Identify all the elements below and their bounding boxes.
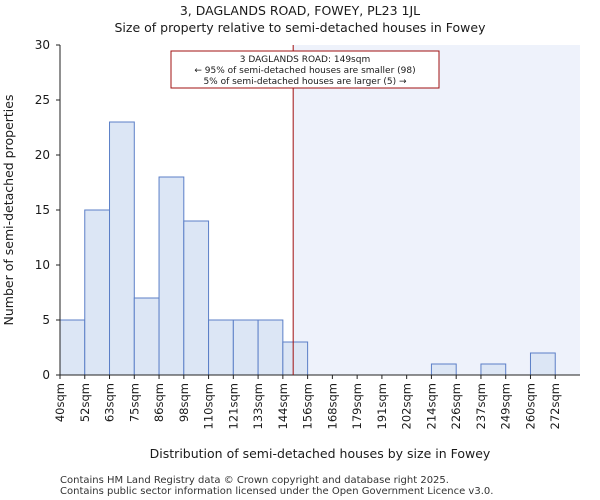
x-tick-label: 168sqm (325, 383, 339, 429)
y-tick-label: 10 (35, 258, 50, 272)
plot-area: 0 5 10 15 20 25 30 40sqm 52sqm 63sqm 75sqm 86sqm 98s… (35, 38, 580, 429)
bar-133sqm (257, 319, 284, 376)
x-tick-label: 191sqm (375, 383, 389, 429)
y-tick-label: 30 (35, 38, 50, 52)
x-tick-label: 249sqm (499, 383, 513, 429)
x-tick-label: 133sqm (251, 383, 265, 429)
x-axis-label: Distribution of semi-detached houses by … (150, 446, 491, 461)
larger-region-shade (293, 45, 580, 375)
annotation-line-3: 5% of semi-detached houses are larger (5… (203, 77, 407, 87)
bar-98sqm (183, 220, 210, 376)
y-tick-label: 25 (35, 93, 50, 107)
bar-214sqm (430, 363, 457, 376)
y-axis-label: Number of semi-detached properties (1, 95, 16, 326)
chart-title: 3, DAGLANDS ROAD, FOWEY, PL23 1JL (180, 3, 420, 18)
x-tick-label: 272sqm (548, 383, 562, 429)
bar-260sqm (529, 352, 556, 376)
footer-line-2: Contains public sector information licen… (60, 486, 493, 497)
x-tick-label: 202sqm (400, 383, 414, 429)
chart-subtitle: Size of property relative to semi-detach… (115, 20, 487, 35)
y-tick-label: 0 (42, 368, 50, 382)
y-tick-label: 15 (35, 203, 50, 217)
annotation-line-1: 3 DAGLANDS ROAD: 149sqm (240, 55, 370, 65)
bar-75sqm (133, 297, 160, 376)
y-tick-label: 20 (35, 148, 50, 162)
bar-63sqm (109, 121, 135, 376)
bar-237sqm (480, 363, 507, 376)
annotation-box (170, 50, 440, 89)
x-tick-label: 214sqm (424, 383, 438, 429)
x-tick-label: 52sqm (78, 383, 92, 422)
x-tick-label: 144sqm (276, 383, 290, 429)
bar-144sqm (282, 341, 309, 376)
x-tick-label: 98sqm (177, 383, 191, 422)
bar-40sqm (59, 319, 86, 376)
x-tick-label: 179sqm (350, 383, 364, 429)
x-tick-label: 110sqm (202, 383, 216, 429)
bar-110sqm (208, 319, 234, 376)
annotation-line-2: ← 95% of semi-detached houses are smalle… (194, 66, 415, 76)
x-tick-label: 260sqm (523, 383, 537, 429)
x-tick-label: 226sqm (449, 383, 463, 429)
x-tick-label: 40sqm (53, 383, 67, 422)
x-tick-label: 121sqm (226, 383, 240, 429)
y-tick-label: 5 (42, 313, 50, 327)
x-tick-label: 63sqm (103, 383, 117, 422)
x-tick-label: 156sqm (301, 383, 315, 429)
x-tick-label: 86sqm (152, 383, 166, 422)
bar-86sqm (158, 176, 185, 376)
footer-line-1: Contains HM Land Registry data © Crown c… (60, 475, 449, 486)
bar-121sqm (232, 319, 259, 376)
x-tick-label: 237sqm (474, 383, 488, 429)
x-tick-label: 75sqm (127, 383, 141, 422)
bar-52sqm (84, 209, 111, 376)
